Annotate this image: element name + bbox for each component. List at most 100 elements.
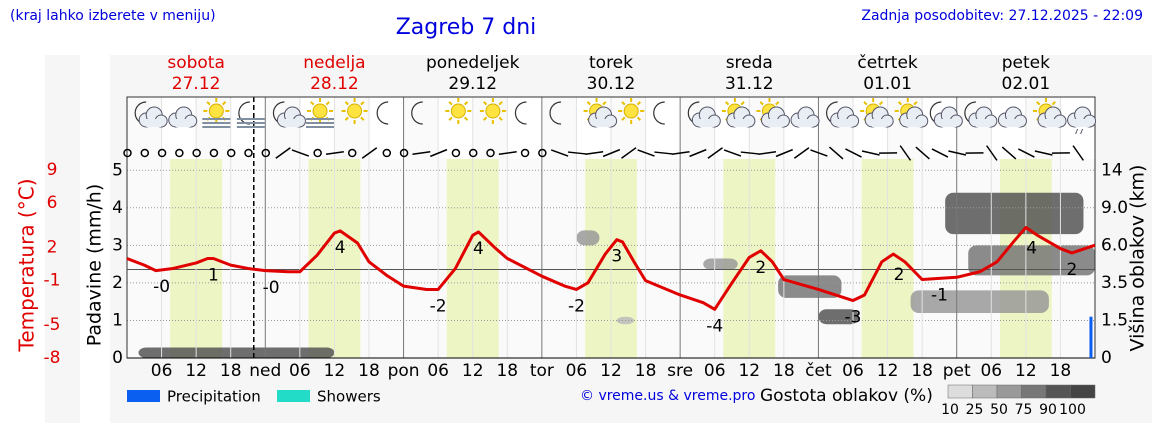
temp-tick-label: -8 xyxy=(44,348,61,368)
x-tick-label: pon xyxy=(388,361,420,381)
x-tick-label: 06 xyxy=(151,361,173,381)
wind-barb xyxy=(550,149,569,157)
sun-ray xyxy=(759,101,764,106)
wind-barb xyxy=(361,147,378,159)
wind-calm xyxy=(157,148,167,158)
wind-barb xyxy=(915,146,930,160)
temp-extreme-label: -0 xyxy=(153,277,170,297)
wind-barb xyxy=(671,151,690,155)
cloud xyxy=(699,119,715,127)
density-label: 90 xyxy=(1039,402,1057,418)
density-label: 50 xyxy=(990,402,1008,418)
cloud-patch xyxy=(703,258,738,270)
day-date: 29.12 xyxy=(448,74,497,94)
sun-ray xyxy=(586,101,591,106)
legend-swatch xyxy=(277,390,310,402)
wind-barb xyxy=(621,147,637,159)
wind-calm xyxy=(261,148,271,158)
sun xyxy=(485,103,501,119)
sun-ray xyxy=(913,101,918,106)
density-label: 75 xyxy=(1015,402,1033,418)
wind-calm xyxy=(192,148,201,158)
wind-barb xyxy=(899,145,912,161)
temp-tick-label: 6 xyxy=(47,193,58,213)
x-tick-label: 18 xyxy=(1050,361,1072,381)
temp-strip xyxy=(45,55,80,423)
sun-ray xyxy=(221,101,227,106)
wind-barb xyxy=(986,145,998,161)
y2-tick-label: 9.0 xyxy=(1101,198,1128,218)
x-tick-label: 12 xyxy=(185,361,207,381)
x-tick-label: sre xyxy=(667,361,693,381)
temp-tick-label: -5 xyxy=(44,315,61,335)
temp-extreme-label: -1 xyxy=(931,285,948,305)
sun-ray xyxy=(498,101,503,106)
chart-title: Zagreb 7 dni xyxy=(396,15,537,40)
wind-barb xyxy=(654,151,673,155)
wind-barb xyxy=(740,151,759,155)
temp-axis-label: Temperatura (°C) xyxy=(15,178,39,352)
wind-calm xyxy=(451,148,461,158)
cloud xyxy=(595,119,611,127)
x-tick-label: 12 xyxy=(324,361,346,381)
wind-barb xyxy=(810,149,828,157)
wind-barb xyxy=(707,147,723,159)
y2-tick-label: 6.0 xyxy=(1101,235,1128,255)
legend-label: Showers xyxy=(317,388,381,406)
wind-barb xyxy=(637,149,655,157)
cloud xyxy=(1005,119,1021,127)
x-tick-label: tor xyxy=(530,361,554,381)
sun-ray xyxy=(482,101,488,106)
x-tick-label: 18 xyxy=(911,361,933,381)
y-tick-label: 3 xyxy=(112,235,123,255)
wind-barb xyxy=(861,150,880,156)
icon-column xyxy=(645,97,681,159)
cloud-patch xyxy=(945,192,1084,235)
cloud xyxy=(733,119,749,127)
x-tick-label: 12 xyxy=(738,361,760,381)
cloud-legend-title: Gostota oblakov (%) xyxy=(760,386,933,406)
sun xyxy=(450,103,466,119)
wind-barb xyxy=(689,148,707,158)
sun-ray xyxy=(360,101,365,106)
x-tick-label: 06 xyxy=(842,361,864,381)
day-name: ponedeljek xyxy=(426,53,520,73)
cloud xyxy=(284,119,300,127)
density-swatch xyxy=(1070,384,1096,399)
temp-extreme-label: 1 xyxy=(208,266,219,286)
sun-ray xyxy=(482,116,488,121)
cloud xyxy=(975,119,991,127)
x-tick-label: 06 xyxy=(566,361,588,381)
wind-calm xyxy=(123,148,132,158)
x-tick-label: 18 xyxy=(496,361,518,381)
temp-tick-label: 2 xyxy=(47,237,58,257)
cloud xyxy=(1045,119,1061,127)
wind-calm xyxy=(209,148,219,158)
wind-barb xyxy=(1072,145,1084,161)
wind-calm xyxy=(226,148,236,158)
cloud xyxy=(837,119,853,127)
wind-barb xyxy=(412,151,431,155)
subtitle: (kraj lahko izberete v meniju) xyxy=(10,8,216,24)
icon-column xyxy=(991,97,1026,159)
wind-calm xyxy=(347,148,357,158)
x-tick-label: 06 xyxy=(427,361,449,381)
sun-ray xyxy=(310,101,315,106)
x-tick-label: 12 xyxy=(877,361,899,381)
y-tick-label: 2 xyxy=(112,273,123,293)
x-tick-label: pet xyxy=(943,361,971,381)
sun-ray xyxy=(1051,101,1056,106)
cloud-patch xyxy=(910,290,1049,313)
x-tick-label: čet xyxy=(805,361,832,381)
wind-calm xyxy=(486,148,495,158)
day-date: 28.12 xyxy=(310,74,359,94)
cloud xyxy=(1074,119,1090,127)
day-date: 01.01 xyxy=(863,74,912,94)
icon-column xyxy=(1060,97,1095,159)
cloud xyxy=(906,119,922,127)
density-label: 25 xyxy=(966,402,984,418)
wind-barb xyxy=(567,151,586,155)
day-date: 30.12 xyxy=(587,74,636,94)
sun-ray xyxy=(498,116,503,121)
